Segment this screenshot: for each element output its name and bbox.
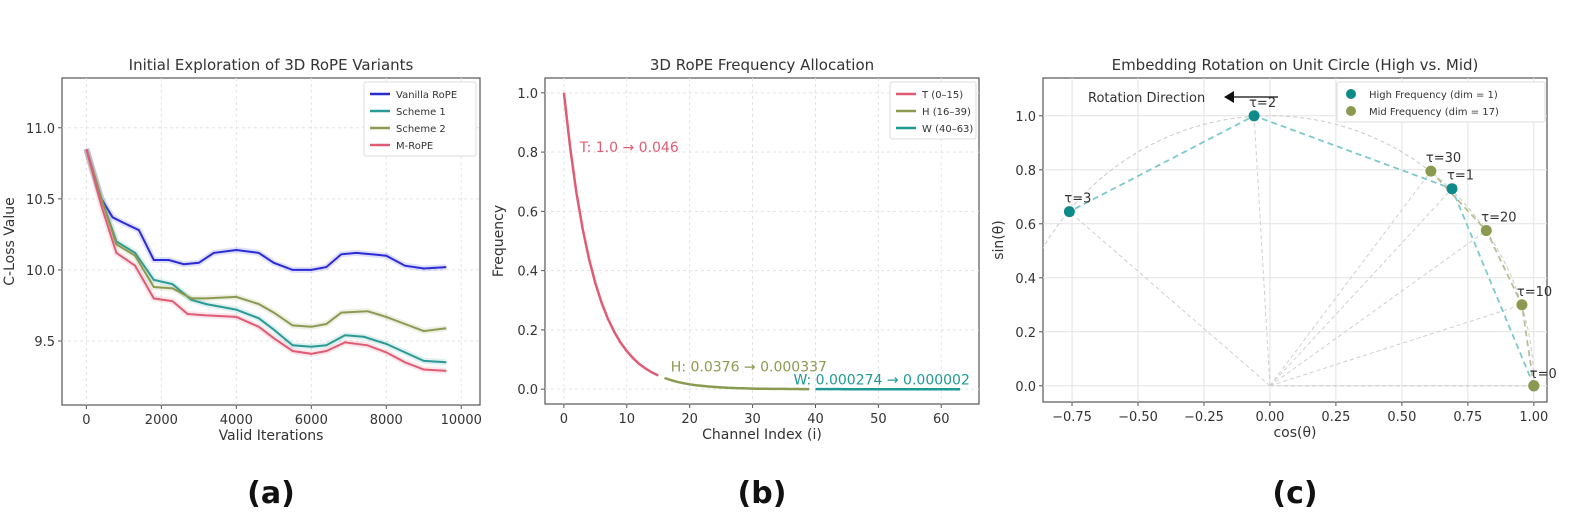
annotation-w: W: 0.000274 → 0.000002 [793,373,969,389]
legend-label: M-RoPE [396,141,433,152]
point-τ=2 [1249,110,1260,121]
y-axis-label: sin(θ) [991,220,1007,260]
point-label: τ=10 [1517,285,1552,300]
x-tick-label: 50 [870,412,887,427]
point-label: τ=30 [1426,151,1461,166]
x-tick-label: 60 [933,412,950,427]
x-tick-label: 20 [681,412,698,427]
point-label: τ=20 [1481,211,1516,226]
x-tick-label: 30 [744,412,761,427]
point-label: τ=0 [1530,367,1557,382]
y-tick-label: 0.8 [1015,164,1036,179]
legend-label: Scheme 2 [396,124,446,135]
y-tick-label: 0.2 [517,324,538,339]
x-tick-label: 2000 [145,413,178,428]
point-τ=30 [1425,166,1436,177]
legend-label: W (40–63) [922,124,973,135]
panel-b-frequency-chart: 0 10 20 30 40 50 60 0.0 0.2 0.4 0.6 0.8 1.0 3D RoPE F… [491,56,979,511]
y-tick-label: 9.5 [34,335,55,350]
legend-label: Vanilla RoPE [396,90,457,101]
panel-c-unit-circle-chart: −0.75 −0.50 −0.25 0.00 0.25 0.50 0.75 1.00 0.0 0.… [991,56,1557,511]
y-axis-label: Frequency [491,205,507,277]
y-tick-label: 0.0 [517,383,538,398]
y-tick-label: 0.2 [1015,326,1036,341]
panel-label: (b) [738,476,787,511]
legend-label: T (0–15) [921,90,963,101]
legend-label: H (16–39) [922,107,971,118]
panel-label: (c) [1272,476,1317,511]
x-tick-label: 1.00 [1519,410,1548,425]
y-tick-label: 0.6 [1015,218,1036,233]
legend-label: Scheme 1 [396,107,446,118]
panel-label: (a) [247,476,295,511]
point-label: τ=1 [1447,169,1474,184]
point-label: τ=3 [1064,192,1091,207]
x-tick-label: 4000 [220,413,253,428]
annotation-t: T: 1.0 → 0.046 [579,140,679,156]
x-tick-label: 0 [82,413,90,428]
chart-title: 3D RoPE Frequency Allocation [650,56,874,74]
x-tick-label: 0.00 [1255,410,1284,425]
x-tick-label: 6000 [295,413,328,428]
point-τ=3 [1064,206,1075,217]
point-τ=10 [1516,299,1527,310]
x-tick-label: 0 [560,412,568,427]
y-tick-label: 11.0 [26,122,55,137]
y-tick-label: 1.0 [1015,110,1036,125]
point-label: τ=2 [1249,96,1276,111]
y-tick-label: 1.0 [517,87,538,102]
y-axis-label: C-Loss Value [2,197,18,285]
x-tick-label: 0.75 [1453,410,1482,425]
y-tick-label: 0.0 [1015,380,1036,395]
point-τ=1 [1447,183,1458,194]
panel-a-loss-chart: 0 2000 4000 6000 8000 10000 9.5 10.0 10.5 11.0 Ini… [2,56,482,511]
y-tick-label: 0.4 [517,265,538,280]
legend-label: Mid Frequency (dim = 17) [1369,107,1499,118]
x-tick-label: 10000 [441,413,482,428]
y-tick-label: 0.4 [1015,272,1036,287]
y-tick-label: 10.0 [26,264,55,279]
x-tick-label: −0.25 [1184,410,1224,425]
x-axis-label: cos(θ) [1273,425,1316,441]
chart-title: Initial Exploration of 3D RoPE Variants [129,56,414,74]
plot-area [1043,78,1547,402]
x-tick-label: −0.75 [1052,410,1092,425]
x-tick-label: 0.50 [1387,410,1416,425]
chart-title: Embedding Rotation on Unit Circle (High … [1112,56,1479,74]
x-tick-label: 0.25 [1321,410,1350,425]
point-τ=20 [1481,225,1492,236]
x-axis-label: Channel Index (i) [702,427,822,443]
rotation-direction-label: Rotation Direction [1088,91,1205,106]
y-tick-label: 0.8 [517,146,538,161]
legend-marker [1346,89,1356,99]
x-tick-label: 40 [807,412,824,427]
y-tick-label: 0.6 [517,205,538,220]
y-tick-label: 10.5 [26,193,55,208]
point-τ=0 [1528,380,1539,391]
x-tick-label: −0.50 [1118,410,1158,425]
x-tick-label: 8000 [370,413,403,428]
x-axis-label: Valid Iterations [219,428,324,444]
x-tick-label: 10 [618,412,635,427]
legend-label: High Frequency (dim = 1) [1369,90,1498,101]
legend-marker [1346,106,1356,116]
